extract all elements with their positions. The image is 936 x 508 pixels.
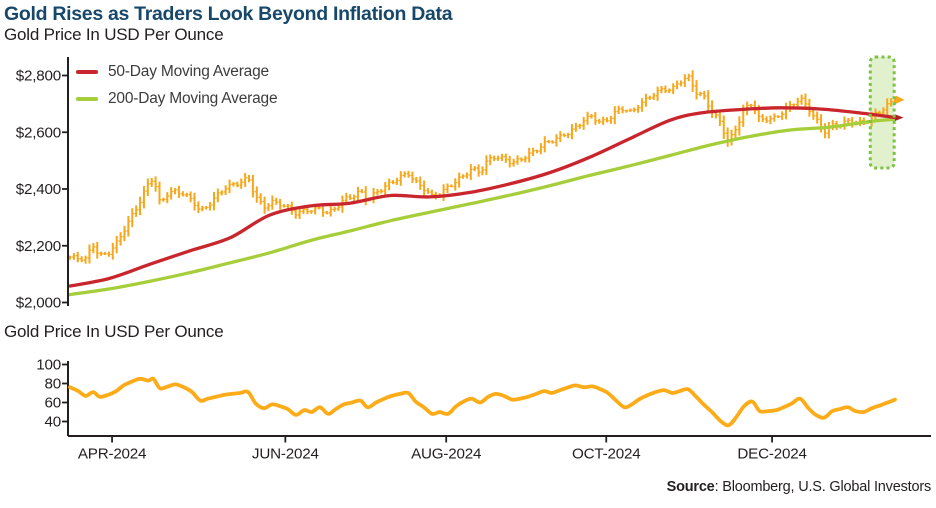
x-tick-label: AUG-2024 xyxy=(411,446,481,463)
lower-y-tick-label: 80 xyxy=(45,376,62,393)
x-tick-label: JUN-2024 xyxy=(252,446,319,463)
x-tick-label: APR-2024 xyxy=(78,446,146,463)
lower-y-tick-label: 100 xyxy=(36,357,61,374)
page-title: Gold Rises as Traders Look Beyond Inflat… xyxy=(4,3,453,25)
legend-item-50dma: 50-Day Moving Average xyxy=(76,63,277,81)
x-axis: APR-2024 JUN-2024 AUG-2024 OCT-2024 DEC-2024 xyxy=(68,435,931,463)
lower-y-tick-label: 40 xyxy=(45,414,62,431)
lower-chart-label: Gold Price In USD Per Ounce xyxy=(4,322,224,341)
lower-y-axis: 100 80 60 40 xyxy=(36,357,69,436)
gold-price-candles xyxy=(68,70,897,264)
ma50-end-marker-icon xyxy=(895,114,904,121)
lower-y-tick-label: 60 xyxy=(45,395,62,412)
legend-label-200dma: 200-Day Moving Average xyxy=(108,90,278,107)
ma200-line xyxy=(68,117,897,297)
last-price-marker-icon xyxy=(896,95,905,104)
source-text: : Bloomberg, U.S. Global Investors xyxy=(714,479,932,495)
legend-swatch-200dma-icon xyxy=(76,97,98,101)
legend-item-200dma: 200-Day Moving Average xyxy=(76,90,278,108)
main-y-tick-label: $2,200 xyxy=(16,238,61,255)
source-credit: Source: Bloomberg, U.S. Global Investors xyxy=(666,479,932,495)
main-y-tick-label: $2,600 xyxy=(16,124,61,141)
golden-cross-highlight-border xyxy=(868,55,896,170)
main-chart-label: Gold Price In USD Per Ounce xyxy=(4,25,224,44)
main-y-axis: $2,800 $2,600 $2,400 $2,200 $2,000 xyxy=(16,57,69,312)
x-tick-label: DEC-2024 xyxy=(737,446,806,463)
x-tick-label: OCT-2024 xyxy=(572,446,640,463)
oscillator-line xyxy=(68,376,897,428)
legend-label-50dma: 50-Day Moving Average xyxy=(108,63,269,80)
main-y-tick-label: $2,800 xyxy=(16,68,61,85)
ma50-line xyxy=(68,106,897,288)
source-label: Source xyxy=(666,479,715,495)
main-y-tick-label: $2,400 xyxy=(16,181,61,198)
main-y-tick-label: $2,000 xyxy=(16,295,61,312)
legend: 50-Day Moving Average 200-Day Moving Ave… xyxy=(76,63,278,117)
legend-swatch-50dma-icon xyxy=(76,70,98,74)
